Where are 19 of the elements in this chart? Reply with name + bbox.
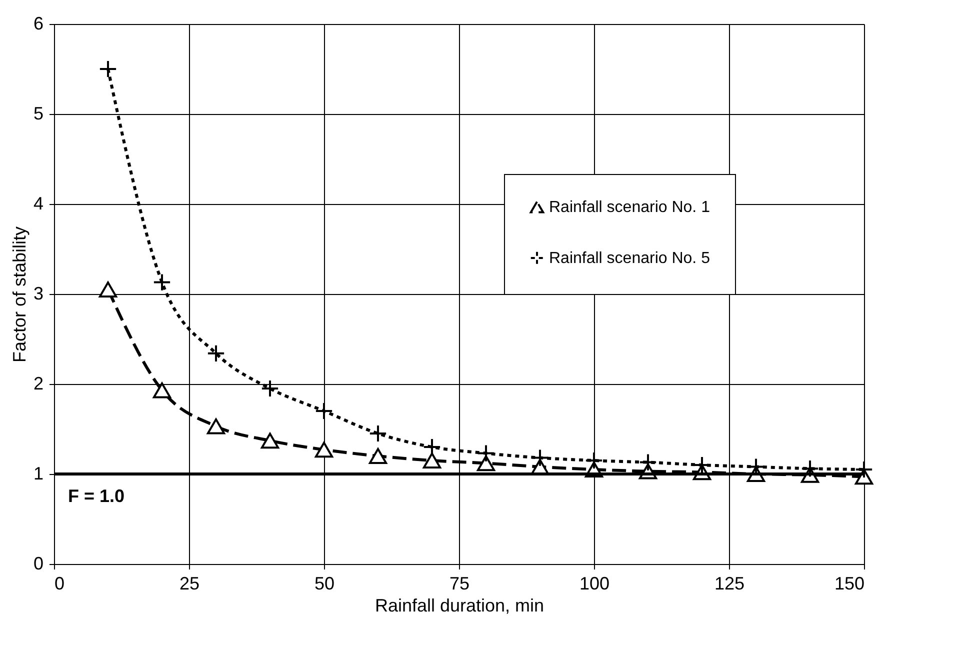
y-tick-label: 6	[33, 14, 44, 34]
x-tick-label: 125	[714, 574, 745, 594]
legend-label: Rainfall scenario No. 5	[549, 250, 710, 267]
ref-line-label: F = 1.0	[68, 486, 125, 506]
x-tick-label: 75	[449, 574, 470, 594]
y-tick-label: 3	[33, 284, 44, 304]
y-tick-label: 0	[33, 554, 44, 574]
legend-label: Rainfall scenario No. 1	[549, 199, 710, 216]
y-tick-label: 1	[33, 464, 44, 484]
y-tick-label: 5	[33, 104, 44, 124]
x-tick-label: 150	[834, 574, 864, 594]
x-tick-label: 25	[179, 574, 200, 594]
x-tick-label: 50	[314, 574, 335, 594]
x-tick-label: 0	[54, 574, 65, 594]
y-tick-label: 4	[33, 194, 44, 214]
y-axis-title: Factor of stability	[9, 226, 30, 363]
y-tick-label: 2	[33, 374, 44, 394]
x-axis-title: Rainfall duration, min	[374, 596, 544, 616]
x-tick-label: 100	[579, 574, 610, 594]
